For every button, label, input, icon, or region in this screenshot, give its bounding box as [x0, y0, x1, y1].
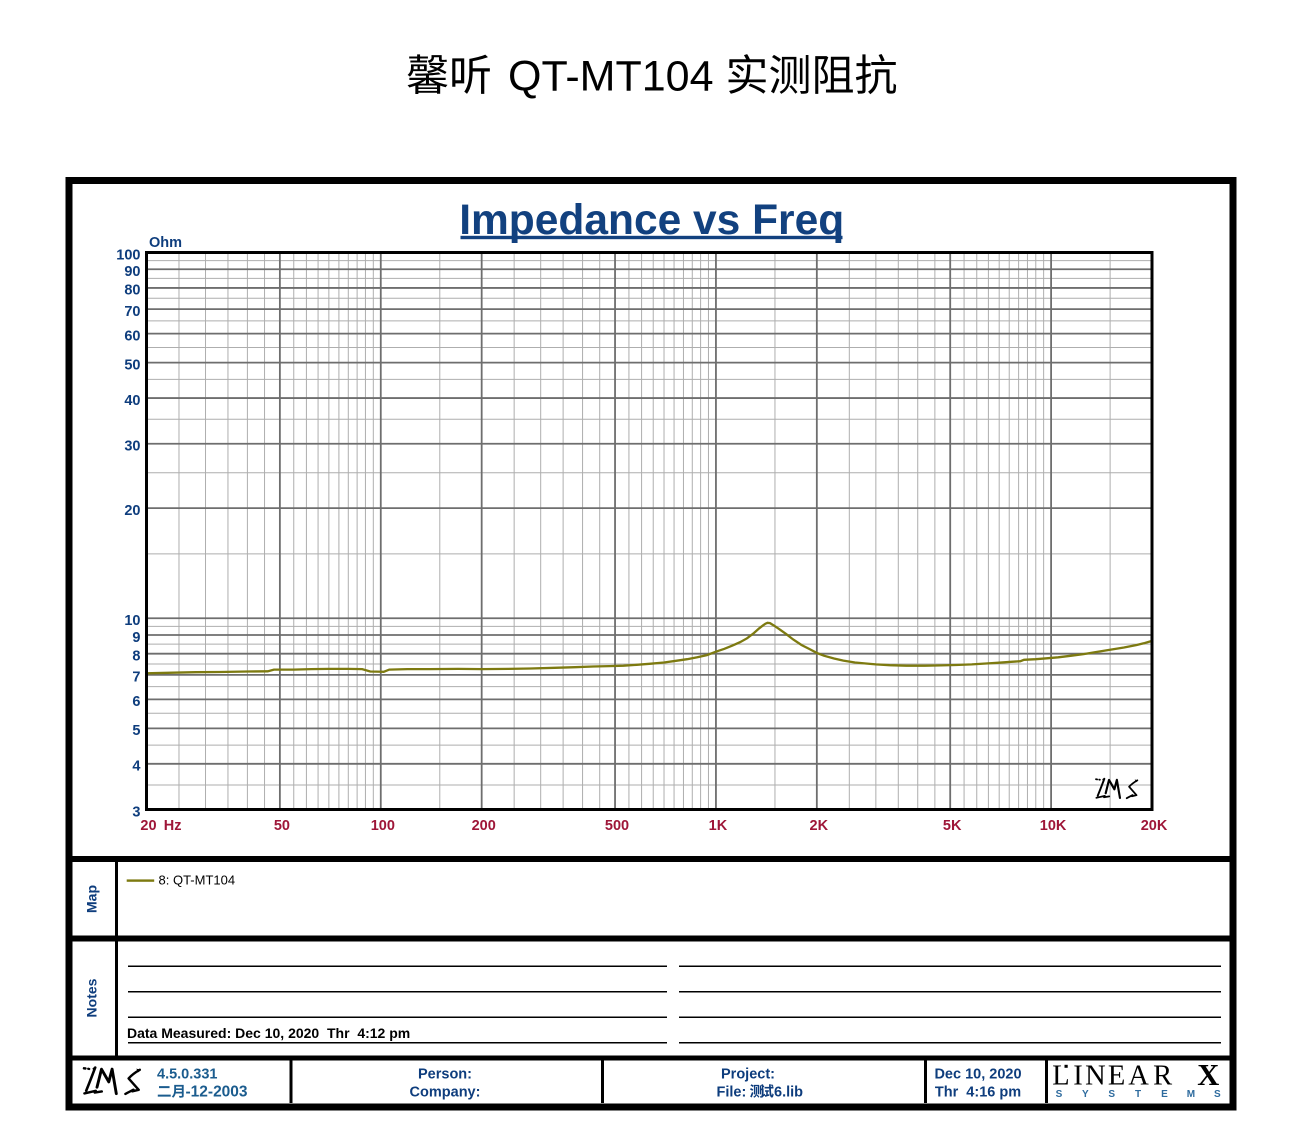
svg-text:10K: 10K	[1040, 818, 1067, 834]
svg-text:File:: File:	[717, 1084, 747, 1100]
svg-text:5: 5	[132, 723, 140, 739]
svg-text:Data Measured: Dec 10, 2020 T: Data Measured: Dec 10, 2020 Thr 4:12 pm	[127, 1025, 410, 1041]
svg-text:S: S	[1214, 1089, 1221, 1100]
svg-text:2K: 2K	[810, 818, 829, 834]
svg-text:4: 4	[132, 759, 140, 775]
svg-text:E: E	[1161, 1089, 1168, 1100]
svg-text:7: 7	[132, 670, 140, 686]
svg-text:S: S	[1108, 1089, 1115, 1100]
svg-text:9: 9	[132, 630, 140, 646]
svg-text:30: 30	[124, 439, 140, 455]
svg-text:1K: 1K	[709, 818, 728, 834]
svg-text:20K: 20K	[1141, 818, 1168, 834]
svg-text:T: T	[1135, 1089, 1141, 1100]
svg-text:10: 10	[124, 613, 140, 629]
svg-text:40: 40	[124, 393, 140, 409]
svg-text:70: 70	[124, 304, 140, 320]
svg-text:90: 90	[124, 264, 140, 280]
svg-text:Ohm: Ohm	[149, 235, 182, 251]
svg-text:6: 6	[132, 694, 140, 710]
svg-text:A: A	[1128, 1060, 1149, 1091]
svg-text:Project:: Project:	[721, 1066, 775, 1082]
svg-text:50: 50	[274, 818, 290, 834]
svg-text:Map: Map	[83, 885, 99, 913]
svg-text:20: 20	[140, 818, 156, 834]
svg-text:R: R	[1153, 1060, 1172, 1091]
svg-text:E: E	[1108, 1060, 1125, 1091]
svg-text:Person:: Person:	[418, 1066, 472, 1082]
svg-text:Dec 10, 2020: Dec 10, 2020	[934, 1066, 1021, 1082]
svg-text:N: N	[1085, 1060, 1106, 1091]
svg-text:3: 3	[132, 804, 140, 820]
svg-text:8: QT-MT104: 8: QT-MT104	[159, 873, 236, 888]
svg-text:-12-2003: -12-2003	[186, 1084, 248, 1101]
svg-text:6.lib: 6.lib	[774, 1084, 803, 1100]
svg-text:20: 20	[124, 503, 140, 519]
svg-text:L: L	[1052, 1060, 1069, 1091]
svg-text:5K: 5K	[943, 818, 962, 834]
svg-text:Notes: Notes	[83, 978, 99, 1017]
svg-text:I: I	[1073, 1060, 1083, 1091]
svg-text:S: S	[1056, 1089, 1063, 1100]
svg-text:50: 50	[124, 357, 140, 373]
svg-text:Thr 4:16 pm: Thr 4:16 pm	[935, 1084, 1021, 1100]
svg-text:Y: Y	[1082, 1089, 1089, 1100]
svg-text:Hz: Hz	[164, 818, 182, 834]
svg-text:QT-MT104: QT-MT104	[508, 53, 714, 101]
svg-text:8: 8	[132, 649, 140, 665]
svg-text:80: 80	[124, 283, 140, 299]
svg-text:60: 60	[124, 328, 140, 344]
svg-text:M: M	[1187, 1089, 1195, 1100]
svg-text:500: 500	[605, 818, 629, 834]
svg-text:Company:: Company:	[410, 1084, 481, 1100]
svg-text:X: X	[1197, 1058, 1219, 1092]
svg-text:100: 100	[371, 818, 395, 834]
svg-text:4.5.0.331: 4.5.0.331	[157, 1067, 217, 1083]
svg-text:200: 200	[472, 818, 496, 834]
svg-text:100: 100	[116, 247, 140, 263]
